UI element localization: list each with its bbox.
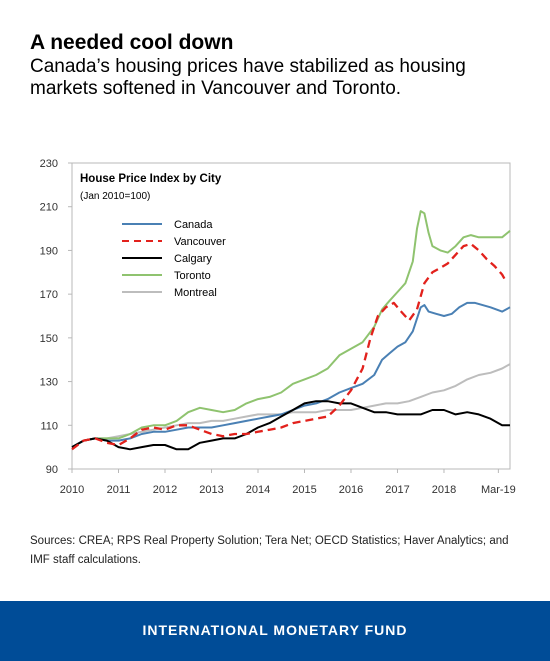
y-tick-label: 190: [40, 245, 58, 257]
y-tick-label: 150: [40, 333, 58, 345]
legend-label-canada: Canada: [174, 219, 213, 231]
y-tick-label: 110: [40, 420, 58, 432]
legend-label-vancouver: Vancouver: [174, 236, 226, 248]
y-tick-label: 130: [40, 377, 58, 389]
footer-bar: INTERNATIONAL MONETARY FUND: [0, 601, 550, 661]
house-price-chart: 90 110 130 150 170 190 210 230 2010 2011 2012 2013 2…: [40, 158, 516, 496]
x-tick-label: 2018: [432, 484, 456, 496]
series-line-calgary: [71, 400, 510, 451]
axes: 90 110 130 150 170 190 210 230 2010 2011 2012 2013 2…: [40, 158, 516, 496]
x-tick-label: 2017: [385, 484, 409, 496]
chart-inner-title: House Price Index by City: [80, 173, 222, 185]
sources-note: Sources: CREA; RPS Real Property Solutio…: [30, 535, 509, 566]
chart-inner-subtitle: (Jan 2010=100): [80, 191, 150, 202]
legend-label-toronto: Toronto: [174, 270, 211, 282]
y-tick-label: 170: [40, 289, 58, 301]
x-tick-label: 2012: [153, 484, 177, 496]
y-tick-label: 90: [46, 464, 58, 476]
x-tick-label: 2011: [107, 484, 131, 496]
page-title: A needed cool down: [30, 31, 234, 54]
x-tick-label: 2010: [60, 484, 84, 496]
y-tick-label: 230: [40, 158, 58, 170]
y-tick-label: 210: [40, 202, 58, 214]
legend-label-calgary: Calgary: [174, 253, 212, 265]
legend-label-montreal: Montreal: [174, 287, 217, 299]
series-line-vancouver: [71, 242, 507, 451]
series-line-montreal: [71, 363, 511, 448]
x-tick-label: 2016: [339, 484, 363, 496]
x-tick-label: 2015: [292, 484, 316, 496]
series-lines: [71, 210, 511, 451]
legend: Canada Vancouver Calgary Toronto Montreal: [122, 219, 226, 299]
x-tick-label: 2013: [199, 484, 223, 496]
page-subtitle: Canada’s housing prices have stabilized …: [30, 56, 466, 99]
series-line-canada: [71, 301, 511, 448]
x-tick-label: 2014: [246, 484, 270, 496]
x-tick-label: Mar-19: [481, 484, 516, 496]
series-line-toronto: [71, 210, 511, 448]
plot-frame: [71, 162, 511, 470]
footer-org-name: INTERNATIONAL MONETARY FUND: [142, 622, 408, 638]
